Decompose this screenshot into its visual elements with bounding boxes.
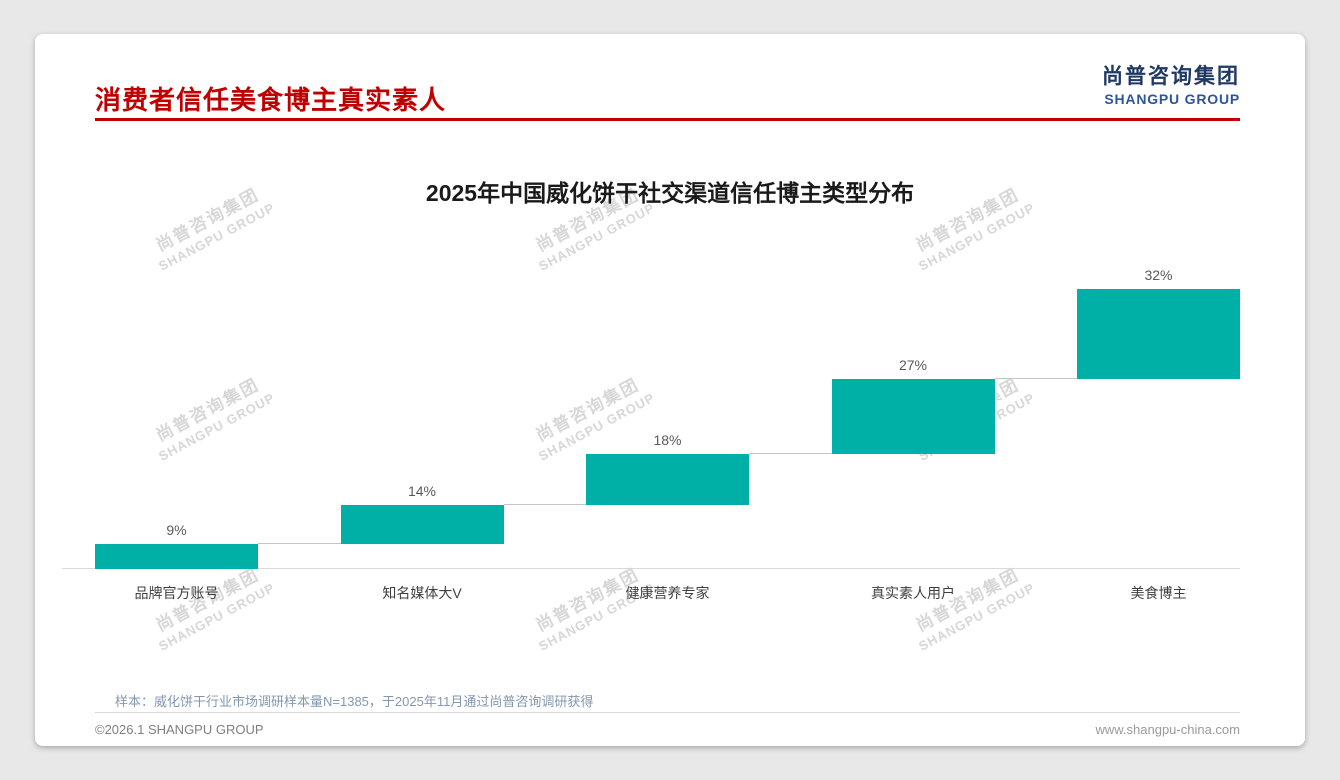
footer-divider [95,712,1240,713]
footer-website: www.shangpu-china.com [1095,722,1240,737]
bar-value-label-3: 27% [898,356,928,373]
waterfall-bar-1 [340,504,504,544]
category-label-0: 品牌官方账号 [134,585,219,601]
title-underline [95,118,1240,121]
logo-text-en: SHANGPU GROUP [1104,91,1240,107]
bar-value-label-1: 14% [407,482,437,499]
waterfall-bar-2 [586,454,749,505]
category-labels: 品牌官方账号 知名媒体大V 健康营养专家 真实素人用户 美食博主 [95,583,1240,605]
category-label-1: 知名媒体大V [382,585,462,601]
bar-value-label-2: 18% [653,432,682,449]
slide-card: 尚普咨询集团 SHANGPU GROUP 尚普咨询集团 SHANGPU GROUP 尚普… [35,34,1305,746]
watermark-text-en: SHANGPU GROUP [156,199,278,274]
chart-title: 2025年中国威化饼干社交渠道信任博主类型分布 [425,180,915,206]
waterfall-bar-4 [1077,289,1240,379]
category-label-4: 美食博主 [1130,585,1187,601]
logo-text-cn: 尚普咨询集团 [1102,65,1240,88]
category-label-2: 健康营养专家 [625,585,710,601]
x-axis-line [62,568,1240,569]
watermark-text-en: SHANGPU GROUP [536,199,658,274]
logo: 尚普咨询集团 SHANGPU GROUP [1102,60,1240,107]
sample-note: 样本：威化饼干行业市场调研样本量N=1385，于2025年11月通过尚普咨询调研… [115,694,594,709]
waterfall-plot: 9% 14% 18% 27% 32% [62,267,1240,569]
waterfall-bar-3 [831,378,995,455]
waterfall-bar-0 [95,543,258,569]
page-title: 消费者信任美食博主真实素人 [95,85,447,115]
waterfall-connector-0 [258,542,341,544]
bar-value-label-4: 32% [1144,267,1173,283]
footer-copyright: ©2026.1 SHANGPU GROUP [95,722,264,737]
waterfall-connector-2 [749,453,832,455]
footer: ©2026.1 SHANGPU GROUP www.shangpu-china.… [95,722,1240,737]
category-label-3: 真实素人用户 [871,585,955,601]
watermark-text-en: SHANGPU GROUP [916,199,1038,274]
waterfall-connector-1 [503,503,586,505]
bar-value-label-0: 9% [166,521,187,538]
waterfall-connector-3 [994,377,1077,379]
